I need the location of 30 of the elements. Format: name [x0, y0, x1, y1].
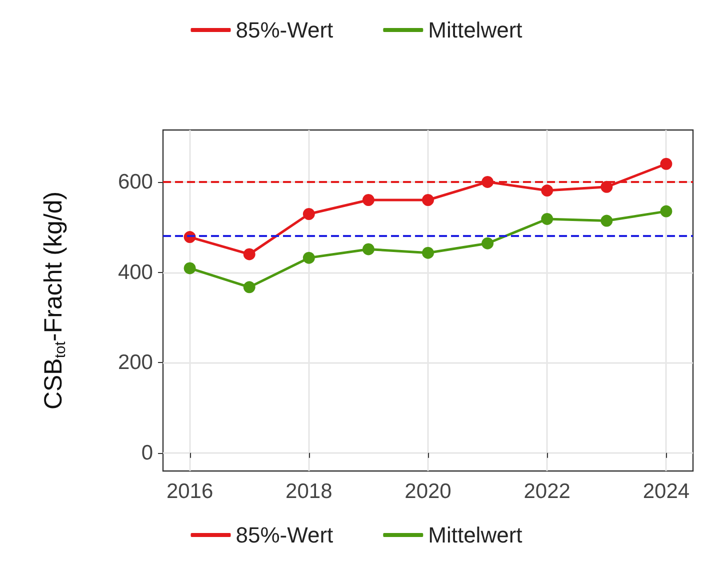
- point: [302, 208, 315, 220]
- text: 85%-Wert: [236, 522, 334, 548]
- point: [600, 180, 613, 193]
- point: [482, 237, 494, 250]
- point: [660, 158, 672, 170]
- text: Mittelwert: [428, 522, 522, 548]
- point: [243, 248, 256, 260]
- y-tick-label: 400: [118, 260, 153, 284]
- x-tick-label: 2022: [524, 480, 570, 503]
- y-tick-label: 0: [141, 441, 153, 464]
- point: [362, 243, 374, 256]
- x-tick-label: 2016: [166, 480, 214, 503]
- point: [541, 212, 554, 225]
- point: [541, 184, 554, 197]
- y-tick-label: 200: [118, 351, 153, 374]
- legend-label: Mittelwert: [428, 18, 522, 42]
- y-axis-title: CSBtot-Fracht (kg/d): [40, 191, 69, 410]
- x-tick-label: 2018: [286, 480, 332, 503]
- point: [243, 281, 256, 294]
- point: [660, 205, 672, 218]
- point: [302, 252, 315, 264]
- point: [362, 194, 374, 206]
- y-tick-label: 600: [118, 170, 153, 194]
- point: [422, 246, 434, 259]
- point: [600, 214, 613, 227]
- x-tick-label: 2020: [404, 480, 452, 503]
- point: [184, 262, 196, 274]
- point: [422, 194, 434, 206]
- x-tick-label: 2024: [642, 480, 690, 503]
- legend-label: 85%-Wert: [236, 18, 334, 42]
